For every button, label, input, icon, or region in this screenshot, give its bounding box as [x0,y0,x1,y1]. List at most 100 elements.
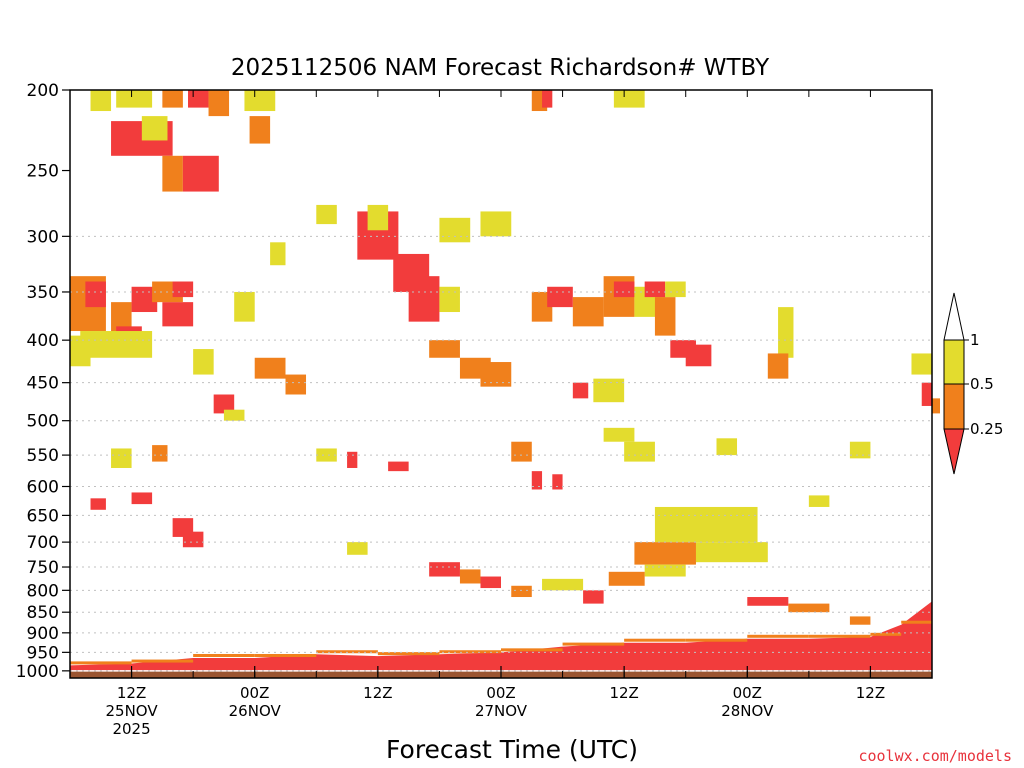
surface-fringe [377,652,440,656]
x-tick-label: 00Z [486,684,515,702]
heatmap-cell [429,340,460,358]
heatmap-cell [547,286,573,308]
heatmap-cell [613,90,645,108]
heatmap-cell [511,441,532,462]
x-tick-label: 12Z [856,684,885,702]
legend-label: 1 [970,331,980,349]
y-tick-label: 900 [27,624,59,644]
heatmap-cell [583,590,604,604]
heatmap-cell [654,297,676,336]
legend-label: 0.5 [970,375,994,393]
y-tick-label: 300 [27,227,59,247]
heatmap-cell [695,542,768,563]
heatmap-cell [439,286,460,313]
surface-fringe [870,632,902,636]
heatmap-cell [531,471,543,490]
heatmap-cell [162,90,183,108]
heatmap-cell [90,90,112,112]
heatmap-cell [654,506,758,543]
heatmap-cell [285,374,307,395]
heatmap-cell [111,448,132,468]
heatmap-cell [932,398,940,414]
x-axis-label: Forecast Time (UTC) [386,735,638,764]
heatmap-cell [685,344,712,367]
surface-fringe [624,638,686,642]
legend-0.5-1 [943,339,965,385]
heatmap-cell [480,211,512,237]
heatmap-cell [388,461,409,472]
surface-fringe [501,648,563,652]
heatmap-cell [408,276,440,322]
heatmap-cell [644,281,666,298]
y-tick-label: 600 [27,477,59,497]
legend-0.25-0.5 [943,383,965,430]
surface-fringe [439,650,501,654]
heatmap-cell [608,571,645,586]
x-tick-label: 00Z [240,684,269,702]
heatmap-cell [223,409,245,421]
heatmap-cell [911,353,932,375]
surface-fringe [562,642,625,646]
heatmap-cell [634,542,696,565]
heatmap-cell [270,242,286,266]
y-tick-label: 450 [27,374,59,394]
heatmap-cell [849,616,871,625]
surface-fringe [747,634,809,638]
heatmap-cell [162,155,183,192]
heatmap-cell [254,357,286,379]
heatmap-cell [921,382,932,406]
heatmap-cell [193,349,214,375]
x-tick-label: 26NOV [229,702,282,720]
heatmap-cell [152,445,168,462]
heatmap-cell [208,90,230,117]
heatmap-cells [70,90,940,625]
heatmap-cell [116,90,153,108]
surface-fringe [131,659,194,663]
heatmap-cell [347,542,368,555]
y-tick-label: 650 [27,506,59,526]
chart-title: 2025112506 NAM Forecast Richardson# WTBY [231,55,770,81]
heatmap-cell [716,438,738,456]
heatmap-cell [747,597,789,606]
x-tick-label: 2025 [112,720,150,738]
heatmap-cell [141,116,168,141]
heatmap-cell [665,281,686,298]
x-tick-label: 12Z [363,684,392,702]
heatmap-cell [234,291,255,322]
y-tick-label: 800 [27,581,59,601]
heatmap-cell [131,492,153,505]
x-tick-label: 25NOV [106,702,159,720]
heatmap-cell [188,90,209,108]
credit-text[interactable]: coolwx.com/models [858,747,1012,765]
surface-fringe [901,620,932,624]
y-axis: 200 250 300 350 400 450 500 550 600 650 700 750 8008… [16,81,70,682]
heatmap-cell [613,281,635,298]
heatmap-cell [542,90,553,108]
heatmap-cell [172,281,194,298]
y-tick-label: 950 [27,643,59,663]
heatmap-cell [80,331,153,358]
legend: 1 0.5 0.25 [943,292,1003,475]
y-tick-label: 500 [27,412,59,432]
heatmap-cell [459,569,481,584]
heatmap-cell [213,394,235,414]
x-tick-label: 12Z [117,684,146,702]
y-tick-label: 1000 [16,662,59,682]
heatmap-cell [439,217,471,243]
heatmap-cell [593,378,625,403]
legend-below-0.25 [943,428,965,475]
x-tick-label: 00Z [733,684,762,702]
legend-label: 0.25 [970,420,1003,438]
heatmap-cell [85,281,106,308]
heatmap-cell [90,498,106,510]
y-tick-label: 700 [27,533,59,553]
heatmap-cell [182,155,219,192]
y-tick-label: 550 [27,446,59,466]
heatmap-cell [849,441,871,459]
heatmap-cell [480,576,501,589]
x-tick-label: 12Z [609,684,638,702]
heatmap-cell [542,578,584,591]
heatmap-cell [788,603,830,613]
